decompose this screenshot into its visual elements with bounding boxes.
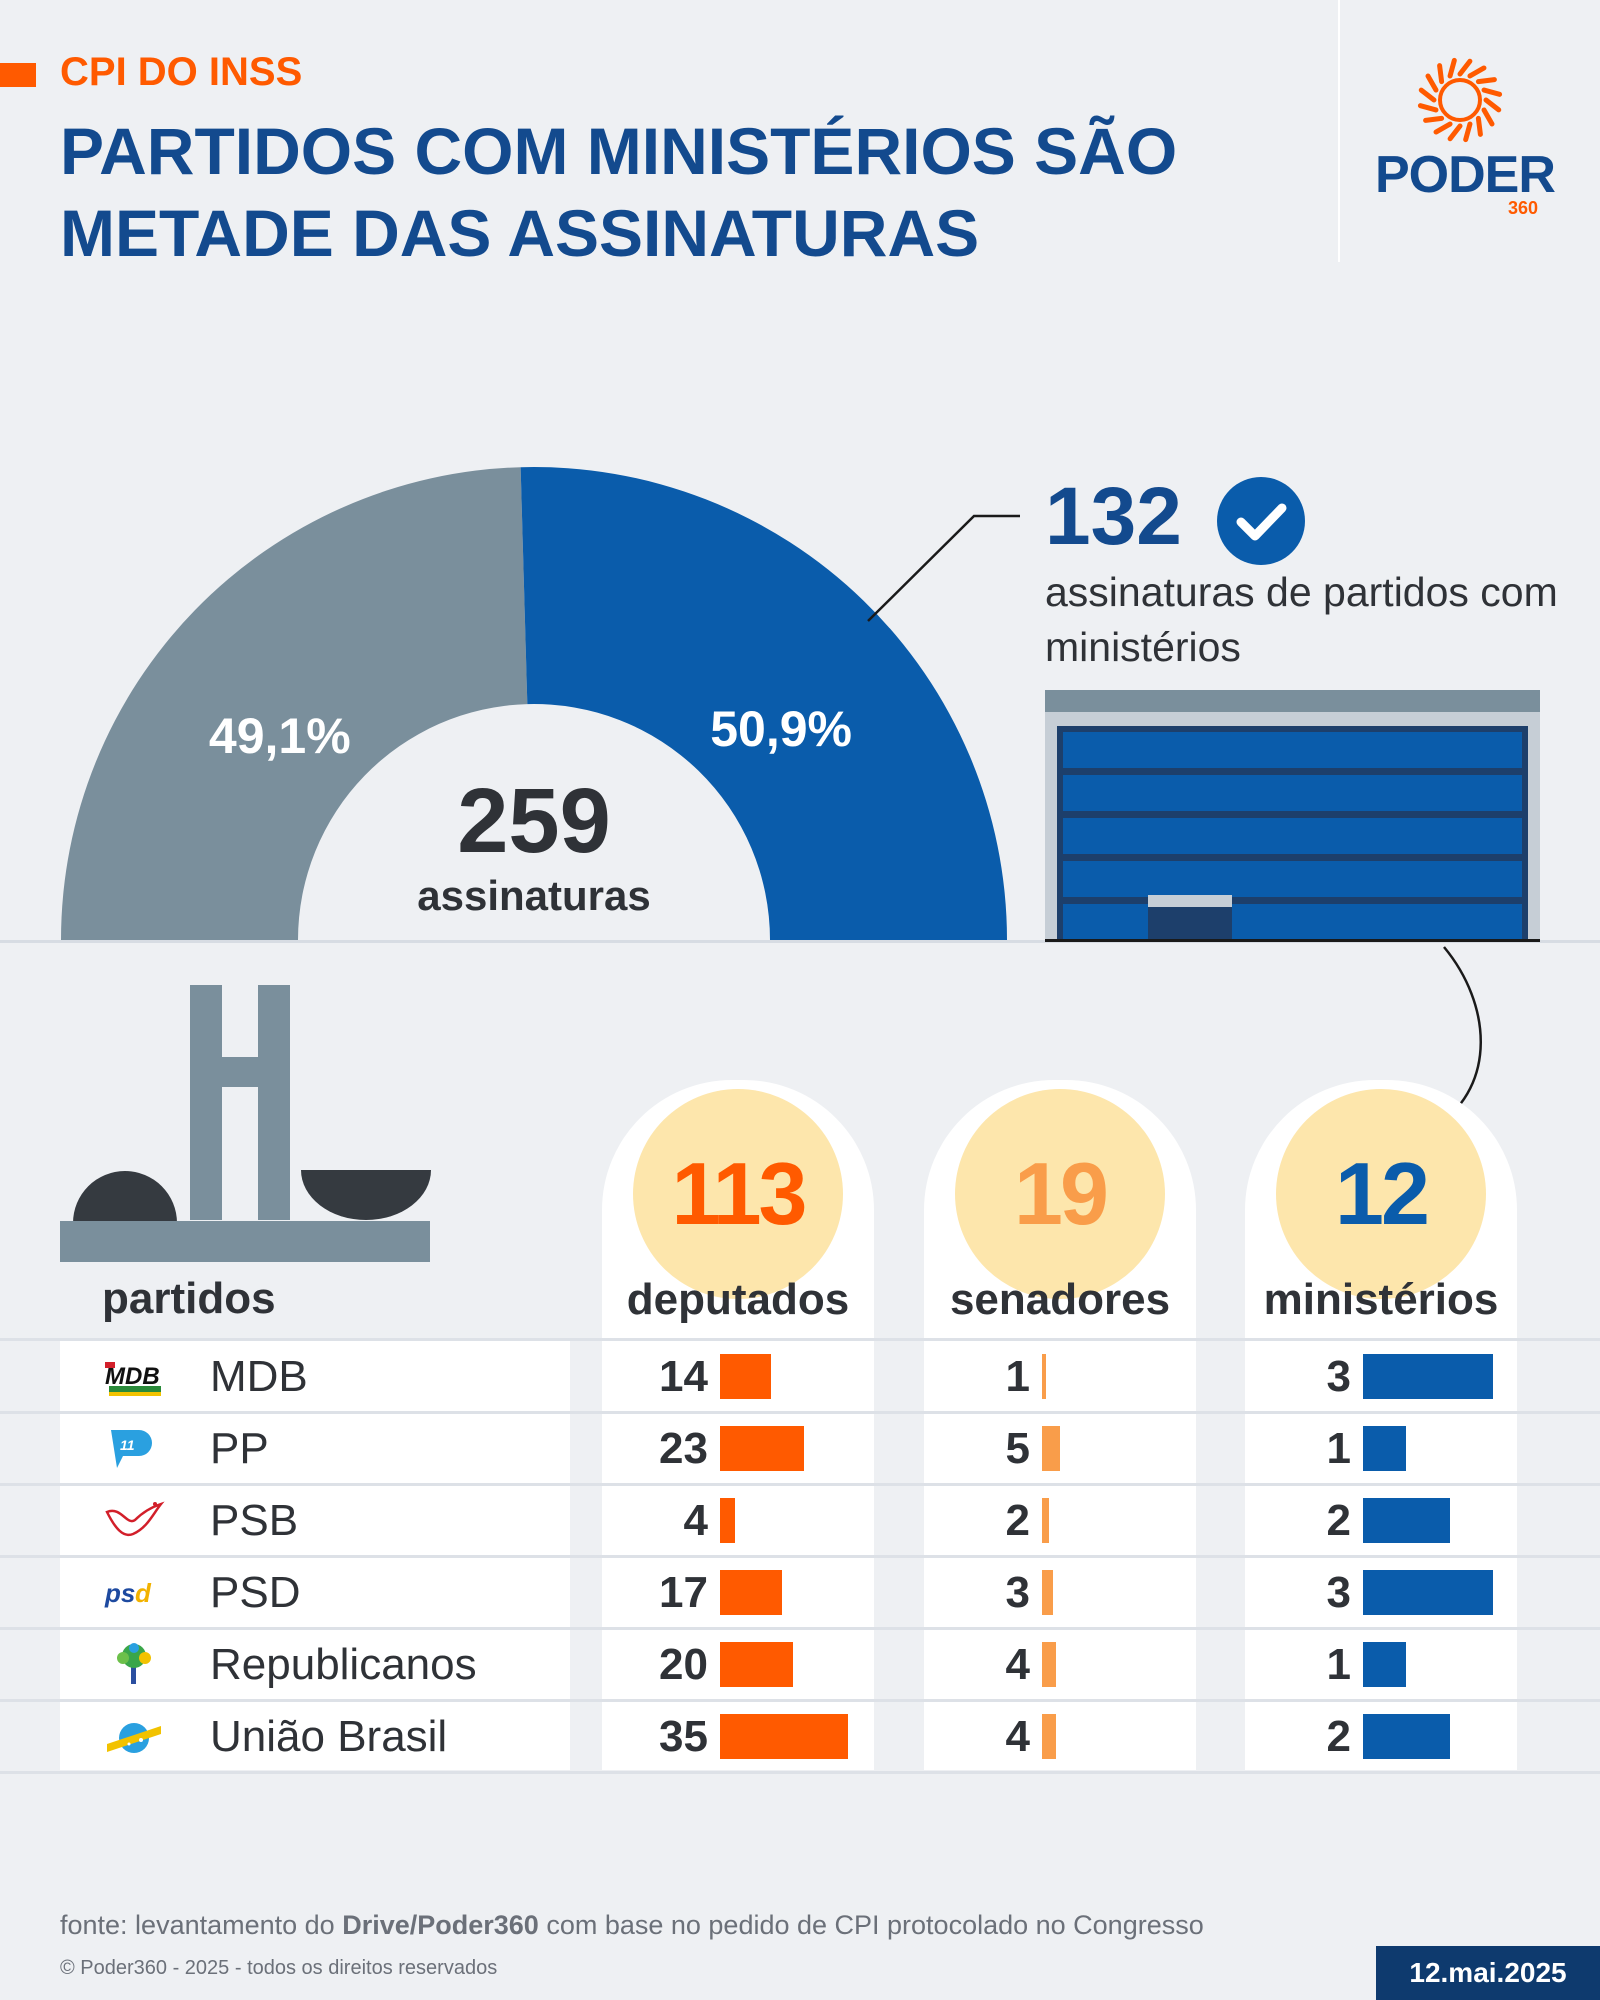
value-ministerios: 2: [1326, 1496, 1351, 1545]
callout-line: [867, 514, 1020, 622]
row-separator: [0, 1338, 1600, 1341]
bar-deputados: [720, 1570, 783, 1615]
column-header-senadores: senadores: [949, 1275, 1171, 1324]
svg-text:11: 11: [120, 1437, 135, 1453]
bar-ministerios: [1363, 1426, 1407, 1471]
highlight-value: 132: [1045, 471, 1182, 562]
poder360-logo: PODER 360: [1370, 55, 1556, 230]
value-senadores: 5: [1005, 1424, 1030, 1473]
logo-360: 360: [1508, 198, 1539, 218]
svg-text:d: d: [135, 1578, 152, 1608]
row-separator: [0, 1771, 1600, 1774]
bar-ministerios: [1363, 1642, 1407, 1687]
copyright: © Poder360 - 2025 - todos os direitos re…: [60, 1957, 498, 1979]
value-deputados: 4: [683, 1496, 708, 1545]
value-senadores: 3: [1005, 1568, 1030, 1617]
mdb-logo-icon: MDB: [103, 1354, 165, 1398]
bar-deputados: [720, 1642, 794, 1687]
value-senadores: 4: [1005, 1712, 1030, 1761]
donut-center-label: assinaturas: [417, 872, 650, 919]
bar-deputados: [720, 1498, 735, 1543]
value-ministerios: 1: [1326, 1640, 1351, 1689]
ministry-building-illustration: [1045, 690, 1540, 942]
value-senadores: 1: [1005, 1352, 1030, 1401]
value-deputados: 17: [659, 1568, 708, 1617]
donut-slice-blue: [520, 467, 1007, 940]
bar-ministerios: [1363, 1570, 1493, 1615]
kicker: CPI DO INSS: [60, 50, 303, 94]
value-ministerios: 3: [1326, 1568, 1351, 1617]
row-separator: [0, 1699, 1600, 1702]
total-senadores: 19: [955, 1089, 1165, 1299]
congress-illustration: [60, 985, 431, 1262]
republicanos-tree-icon: [103, 1642, 165, 1686]
bar-senadores: [1042, 1642, 1057, 1687]
parties-column-header: partidos: [102, 1274, 276, 1323]
baseline: [0, 940, 1600, 943]
pp-logo-icon: 11: [103, 1426, 165, 1470]
logo-divider: [1338, 0, 1340, 262]
bar-senadores: [1042, 1354, 1046, 1399]
check-circle-icon: [1217, 477, 1305, 565]
bar-deputados: [720, 1426, 805, 1471]
value-deputados: 20: [659, 1640, 708, 1689]
value-senadores: 4: [1005, 1640, 1030, 1689]
value-deputados: 23: [659, 1424, 708, 1473]
psb-dove-icon: [103, 1498, 165, 1542]
column-header-deputados: deputados: [626, 1275, 850, 1324]
source-suffix: com base no pedido de CPI protocolado no…: [538, 1910, 1204, 1940]
semi-donut-chart: 49,1% 50,9% 259 assinaturas: [61, 467, 1020, 940]
party-name: PP: [210, 1424, 269, 1473]
bar-ministerios: [1363, 1354, 1493, 1399]
sun-icon: [1417, 57, 1503, 143]
bar-senadores: [1042, 1570, 1053, 1615]
party-name: MDB: [210, 1352, 308, 1401]
date-badge: 12.mai.2025: [1376, 1946, 1600, 2000]
value-ministerios: 1: [1326, 1424, 1351, 1473]
source-prefix: fonte: levantamento do: [60, 1910, 343, 1940]
total-deputados: 113: [633, 1089, 843, 1299]
value-deputados: 14: [659, 1352, 708, 1401]
party-name: PSD: [210, 1568, 301, 1617]
party-name: PSB: [210, 1496, 299, 1545]
value-ministerios: 3: [1326, 1352, 1351, 1401]
bar-deputados: [720, 1714, 848, 1759]
row-separator: [0, 1555, 1600, 1558]
row-separator: [0, 1627, 1600, 1630]
source-bold: Drive/Poder360: [342, 1910, 539, 1940]
source-note: fonte: levantamento do Drive/Poder360 co…: [60, 1910, 1204, 1941]
slice-label-blue: 50,9%: [710, 701, 852, 757]
logo-word: PODER: [1375, 146, 1556, 204]
bar-senadores: [1042, 1426, 1060, 1471]
page-title: PARTIDOS COM MINISTÉRIOS SÃO METADE DAS …: [60, 114, 1178, 270]
value-ministerios: 2: [1326, 1712, 1351, 1761]
slice-label-gray: 49,1%: [209, 708, 351, 764]
bar-deputados: [720, 1354, 772, 1399]
bar-ministerios: [1363, 1498, 1450, 1543]
highlight-description: assinaturas de partidos com ministérios: [1045, 569, 1558, 670]
donut-center-value: 259: [457, 770, 611, 872]
svg-text:ps: ps: [104, 1578, 135, 1608]
party-name: Republicanos: [210, 1640, 477, 1689]
party-name: União Brasil: [210, 1712, 448, 1761]
donut-slice-gray: [61, 467, 528, 940]
value-senadores: 2: [1005, 1496, 1030, 1545]
value-deputados: 35: [659, 1712, 708, 1761]
uniao-brasil-logo-icon: [103, 1714, 165, 1758]
column-header-ministerios: ministérios: [1263, 1275, 1499, 1324]
bar-senadores: [1042, 1714, 1057, 1759]
kicker-marker: [0, 63, 36, 87]
bar-ministerios: [1363, 1714, 1450, 1759]
total-ministerios: 12: [1276, 1089, 1486, 1299]
row-separator: [0, 1411, 1600, 1414]
psd-logo-icon: ps d: [103, 1570, 165, 1614]
bar-senadores: [1042, 1498, 1050, 1543]
row-separator: [0, 1483, 1600, 1486]
